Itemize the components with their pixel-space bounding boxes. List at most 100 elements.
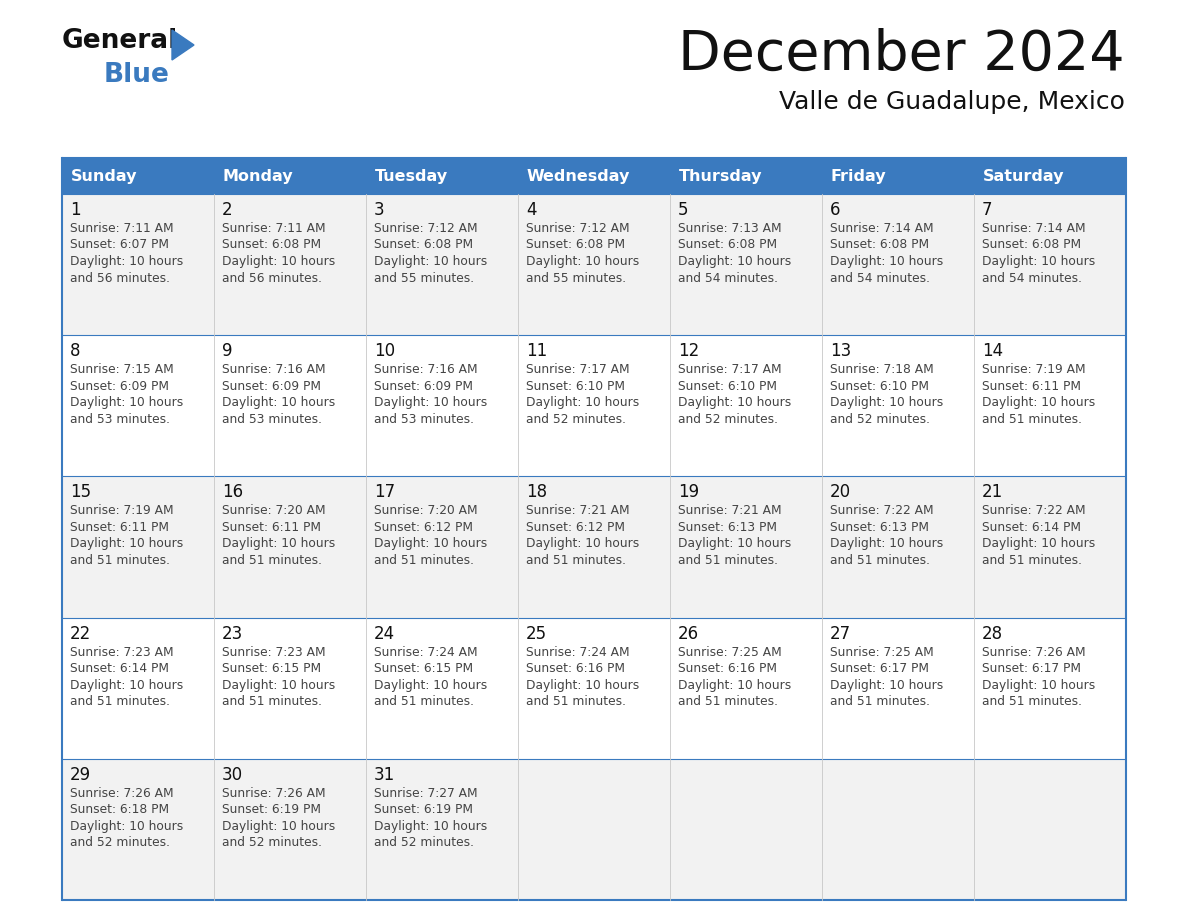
Text: Sunset: 6:12 PM: Sunset: 6:12 PM — [374, 521, 473, 534]
Text: Daylight: 10 hours: Daylight: 10 hours — [222, 537, 335, 551]
Text: Thursday: Thursday — [680, 169, 763, 184]
Text: 25: 25 — [526, 624, 548, 643]
Text: and 56 minutes.: and 56 minutes. — [222, 272, 322, 285]
Text: Sunset: 6:08 PM: Sunset: 6:08 PM — [526, 239, 625, 252]
Text: Saturday: Saturday — [982, 169, 1064, 184]
Text: Sunset: 6:09 PM: Sunset: 6:09 PM — [222, 380, 321, 393]
Text: Sunset: 6:11 PM: Sunset: 6:11 PM — [70, 521, 169, 534]
Text: Sunset: 6:19 PM: Sunset: 6:19 PM — [374, 803, 473, 816]
Text: 16: 16 — [222, 484, 244, 501]
Text: 1: 1 — [70, 201, 81, 219]
Text: and 51 minutes.: and 51 minutes. — [222, 554, 322, 567]
Text: and 51 minutes.: and 51 minutes. — [982, 413, 1082, 426]
Text: Daylight: 10 hours: Daylight: 10 hours — [526, 678, 639, 691]
Text: Daylight: 10 hours: Daylight: 10 hours — [222, 678, 335, 691]
Text: Daylight: 10 hours: Daylight: 10 hours — [374, 397, 487, 409]
Text: and 56 minutes.: and 56 minutes. — [70, 272, 170, 285]
Text: and 51 minutes.: and 51 minutes. — [70, 554, 170, 567]
Text: Sunrise: 7:24 AM: Sunrise: 7:24 AM — [374, 645, 478, 658]
Text: Sunrise: 7:25 AM: Sunrise: 7:25 AM — [830, 645, 934, 658]
Text: Daylight: 10 hours: Daylight: 10 hours — [374, 255, 487, 268]
Text: and 51 minutes.: and 51 minutes. — [222, 695, 322, 708]
Text: 22: 22 — [70, 624, 91, 643]
Text: Sunset: 6:15 PM: Sunset: 6:15 PM — [374, 662, 473, 675]
Text: Sunrise: 7:23 AM: Sunrise: 7:23 AM — [222, 645, 326, 658]
Text: Daylight: 10 hours: Daylight: 10 hours — [70, 678, 183, 691]
Text: Sunset: 6:08 PM: Sunset: 6:08 PM — [982, 239, 1081, 252]
Text: 29: 29 — [70, 766, 91, 784]
Text: Sunrise: 7:17 AM: Sunrise: 7:17 AM — [678, 364, 782, 376]
Text: 13: 13 — [830, 342, 852, 360]
Text: Sunset: 6:11 PM: Sunset: 6:11 PM — [982, 380, 1081, 393]
Text: and 52 minutes.: and 52 minutes. — [830, 413, 930, 426]
Text: Sunset: 6:08 PM: Sunset: 6:08 PM — [374, 239, 473, 252]
Text: and 55 minutes.: and 55 minutes. — [526, 272, 626, 285]
Text: Sunrise: 7:17 AM: Sunrise: 7:17 AM — [526, 364, 630, 376]
Text: Sunset: 6:10 PM: Sunset: 6:10 PM — [830, 380, 929, 393]
Text: Daylight: 10 hours: Daylight: 10 hours — [374, 820, 487, 833]
Text: Monday: Monday — [223, 169, 293, 184]
Text: 15: 15 — [70, 484, 91, 501]
Text: 28: 28 — [982, 624, 1003, 643]
Text: Sunset: 6:14 PM: Sunset: 6:14 PM — [982, 521, 1081, 534]
Text: Blue: Blue — [105, 62, 170, 88]
Text: Sunset: 6:08 PM: Sunset: 6:08 PM — [678, 239, 777, 252]
Text: and 54 minutes.: and 54 minutes. — [982, 272, 1082, 285]
Text: Sunset: 6:12 PM: Sunset: 6:12 PM — [526, 521, 625, 534]
Text: 4: 4 — [526, 201, 537, 219]
Text: 17: 17 — [374, 484, 396, 501]
Text: and 51 minutes.: and 51 minutes. — [374, 695, 474, 708]
Text: Sunrise: 7:23 AM: Sunrise: 7:23 AM — [70, 645, 173, 658]
Text: 30: 30 — [222, 766, 244, 784]
Text: Sunrise: 7:16 AM: Sunrise: 7:16 AM — [222, 364, 326, 376]
Text: Sunset: 6:08 PM: Sunset: 6:08 PM — [222, 239, 321, 252]
Text: and 54 minutes.: and 54 minutes. — [678, 272, 778, 285]
Text: Sunset: 6:19 PM: Sunset: 6:19 PM — [222, 803, 321, 816]
Text: and 53 minutes.: and 53 minutes. — [374, 413, 474, 426]
Text: 27: 27 — [830, 624, 851, 643]
Bar — [62, 476, 1126, 618]
Text: Sunrise: 7:19 AM: Sunrise: 7:19 AM — [982, 364, 1086, 376]
Text: December 2024: December 2024 — [678, 28, 1125, 82]
Text: and 51 minutes.: and 51 minutes. — [982, 554, 1082, 567]
Text: and 53 minutes.: and 53 minutes. — [222, 413, 322, 426]
Text: and 51 minutes.: and 51 minutes. — [678, 695, 778, 708]
Text: Tuesday: Tuesday — [375, 169, 448, 184]
Text: Sunset: 6:13 PM: Sunset: 6:13 PM — [830, 521, 929, 534]
Text: Sunday: Sunday — [71, 169, 138, 184]
Text: Sunset: 6:08 PM: Sunset: 6:08 PM — [830, 239, 929, 252]
Text: and 51 minutes.: and 51 minutes. — [526, 554, 626, 567]
Text: Daylight: 10 hours: Daylight: 10 hours — [70, 397, 183, 409]
Text: Sunrise: 7:11 AM: Sunrise: 7:11 AM — [70, 222, 173, 235]
Text: Daylight: 10 hours: Daylight: 10 hours — [678, 537, 791, 551]
Text: and 51 minutes.: and 51 minutes. — [526, 695, 626, 708]
Text: and 54 minutes.: and 54 minutes. — [830, 272, 930, 285]
Text: Daylight: 10 hours: Daylight: 10 hours — [70, 820, 183, 833]
Text: Daylight: 10 hours: Daylight: 10 hours — [222, 820, 335, 833]
Text: Sunrise: 7:24 AM: Sunrise: 7:24 AM — [526, 645, 630, 658]
Text: Sunrise: 7:22 AM: Sunrise: 7:22 AM — [982, 504, 1086, 518]
Text: Sunset: 6:15 PM: Sunset: 6:15 PM — [222, 662, 321, 675]
Text: Sunset: 6:10 PM: Sunset: 6:10 PM — [526, 380, 625, 393]
Text: 9: 9 — [222, 342, 233, 360]
Text: and 51 minutes.: and 51 minutes. — [982, 695, 1082, 708]
Text: Daylight: 10 hours: Daylight: 10 hours — [678, 397, 791, 409]
Text: and 51 minutes.: and 51 minutes. — [678, 554, 778, 567]
Text: 18: 18 — [526, 484, 548, 501]
Text: Sunrise: 7:13 AM: Sunrise: 7:13 AM — [678, 222, 782, 235]
Text: Wednesday: Wednesday — [527, 169, 631, 184]
Text: Sunset: 6:18 PM: Sunset: 6:18 PM — [70, 803, 169, 816]
Text: Sunset: 6:14 PM: Sunset: 6:14 PM — [70, 662, 169, 675]
Text: 19: 19 — [678, 484, 699, 501]
Text: Sunrise: 7:25 AM: Sunrise: 7:25 AM — [678, 645, 782, 658]
Text: 20: 20 — [830, 484, 851, 501]
Text: Valle de Guadalupe, Mexico: Valle de Guadalupe, Mexico — [779, 90, 1125, 114]
Text: Daylight: 10 hours: Daylight: 10 hours — [982, 678, 1095, 691]
Text: Daylight: 10 hours: Daylight: 10 hours — [70, 255, 183, 268]
Text: and 52 minutes.: and 52 minutes. — [374, 836, 474, 849]
Text: Sunrise: 7:20 AM: Sunrise: 7:20 AM — [374, 504, 478, 518]
Text: 21: 21 — [982, 484, 1003, 501]
Text: Sunrise: 7:26 AM: Sunrise: 7:26 AM — [70, 787, 173, 800]
Text: Daylight: 10 hours: Daylight: 10 hours — [982, 397, 1095, 409]
Bar — [62, 618, 1126, 759]
